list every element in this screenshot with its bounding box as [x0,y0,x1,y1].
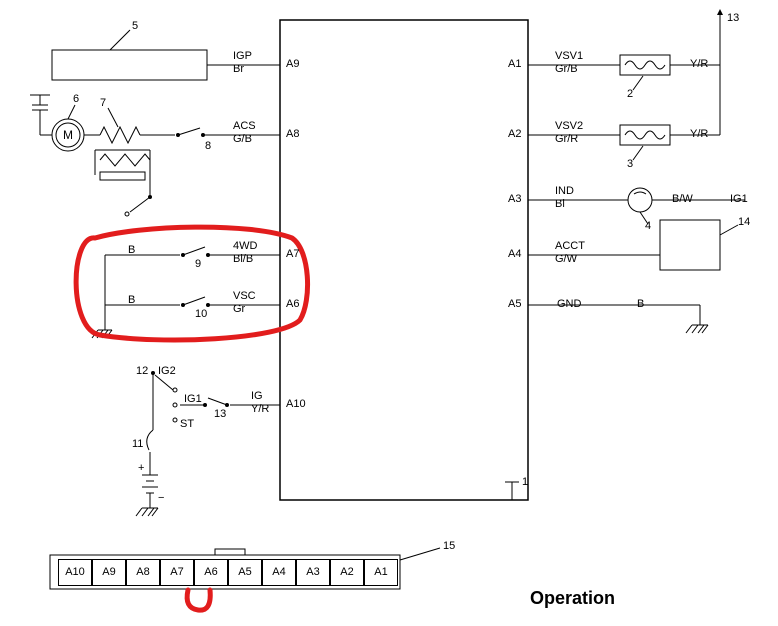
conn-a1: A1 [364,559,398,586]
b-a6: B [128,294,135,306]
callout-8: 8 [205,140,211,152]
callout-5: 5 [132,20,138,32]
sig-b: B [637,298,644,310]
motor-m: M [63,129,73,141]
conn-a7: A7 [160,559,194,586]
sig-vsv2: VSV2 [555,120,583,132]
tail-a2: Y/R [690,128,708,140]
callout-13b: 13 [727,12,739,24]
b-a7: B [128,244,135,256]
pin-a3: A3 [508,193,521,205]
pin-a6: A6 [286,298,299,310]
annotation-bridge [187,590,210,610]
callout-4: 4 [645,220,651,232]
sig-gb: G/B [233,133,252,145]
callout-9: 9 [195,258,201,270]
conn-a9: A9 [92,559,126,586]
callout-13: 13 [214,408,226,420]
conn-a5: A5 [228,559,262,586]
sig-ig: IG [251,390,263,402]
sig-acs: ACS [233,120,256,132]
sig-blb: Bl/B [233,253,253,265]
sig-vsv1: VSV1 [555,50,583,62]
plus: + [138,462,144,474]
callout-15: 15 [443,540,455,552]
pin-a1: A1 [508,58,521,70]
st: ST [180,418,194,430]
conn-a8: A8 [126,559,160,586]
sig-grr: Gr/R [555,133,578,145]
sig-br: Br [233,63,244,75]
conn-a4: A4 [262,559,296,586]
sig-igp: IGP [233,50,252,62]
pin-a5: A5 [508,298,521,310]
conn-a3: A3 [296,559,330,586]
pin-a10: A10 [286,398,306,410]
sig-grb: Gr/B [555,63,578,75]
callout-2: 2 [627,88,633,100]
minus: − [158,492,164,504]
sig-acct: ACCT [555,240,585,252]
sig-gw: G/W [555,253,577,265]
sig-yr: Y/R [251,403,269,415]
pin-a7: A7 [286,248,299,260]
sig-bl: Bl [555,198,565,210]
conn-a6: A6 [194,559,228,586]
conn-a10: A10 [58,559,92,586]
ig1: IG1 [184,393,202,405]
wiring-diagram [0,0,778,626]
sig-vsc: VSC [233,290,256,302]
operation-heading: Operation [530,588,615,609]
tail-a3: B/W [672,193,693,205]
callout-14: 14 [738,216,750,228]
conn-a2: A2 [330,559,364,586]
callout-10: 10 [195,308,207,320]
pin-a4: A4 [508,248,521,260]
sig-gnd: GND [557,298,581,310]
pin-a8: A8 [286,128,299,140]
ig2: IG2 [158,365,176,377]
callout-1: 1 [522,476,528,488]
annotation-circle [76,227,307,340]
callout-11: 11 [132,438,143,450]
sig-ind: IND [555,185,574,197]
ecu-block [280,20,528,500]
callout-7: 7 [100,97,106,109]
sig-gr: Gr [233,303,245,315]
pin-a9: A9 [286,58,299,70]
tail-a3b: IG1 [730,193,748,205]
callout-6: 6 [73,93,79,105]
tail-a1: Y/R [690,58,708,70]
sig-4wd: 4WD [233,240,257,252]
callout-3: 3 [627,158,633,170]
pin-a2: A2 [508,128,521,140]
callout-12: 12 [136,365,148,377]
